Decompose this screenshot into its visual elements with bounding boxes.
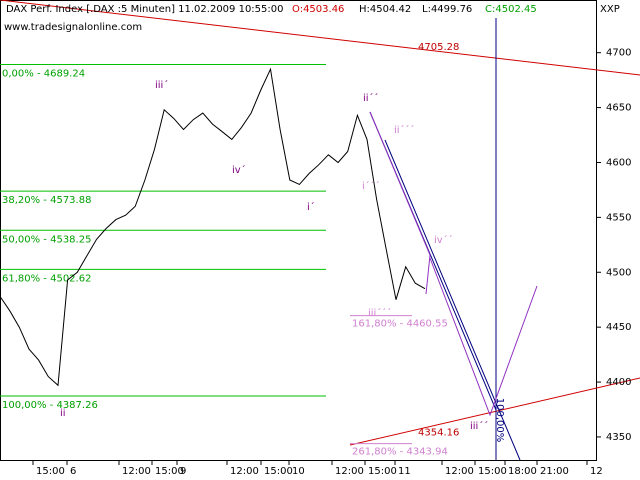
fib-label: 38,20% - 4573.88	[2, 195, 91, 206]
wave-label: iii´	[155, 79, 168, 91]
fib-label: 100,00% - 4387.26	[2, 400, 98, 411]
x-tick-label: 12	[590, 466, 603, 477]
wave-label: ii´´´	[394, 124, 415, 136]
corner-label: XXP	[600, 4, 620, 15]
y-tick-label: 4450	[606, 322, 631, 333]
projection-line	[369, 111, 431, 295]
x-tick-label: 12:00	[122, 466, 151, 477]
x-tick-label: 18:00	[508, 466, 537, 477]
wave-label: iii´´´	[368, 307, 391, 319]
trend-label: 4354.16	[418, 427, 459, 438]
extension-label: 261,80% - 4343.94	[352, 447, 448, 458]
y-tick-label: 4550	[606, 212, 631, 223]
x-tick-label: 15:00	[36, 466, 65, 477]
projection-line	[429, 257, 538, 417]
subtitle: www.tradesignalonline.com	[4, 22, 142, 33]
x-tick-label: 15:00	[155, 466, 184, 477]
wave-label: iii´´	[470, 420, 488, 432]
ohlc-open: O:4503.46	[292, 4, 344, 15]
wave-label: i´	[307, 201, 315, 213]
x-tick-label: 21:00	[540, 466, 569, 477]
y-tick-label: 4600	[606, 157, 631, 168]
chart-title: DAX Perf. Index [.DAX :5 Minuten] 11.02.…	[6, 4, 284, 15]
extension-label: 161,80% - 4460.55	[352, 319, 448, 330]
fib-label: 50,00% - 4538.25	[2, 234, 91, 245]
wave-label: ii´´	[363, 92, 379, 104]
y-tick-label: 4650	[606, 103, 631, 114]
x-tick-label: 6	[70, 466, 76, 477]
x-tick-label: 11	[398, 466, 411, 477]
vertical-label: 100,00%	[494, 398, 505, 443]
trend-line	[349, 377, 640, 446]
y-tick-label: 4500	[606, 267, 631, 278]
wave-label: iv´	[232, 164, 246, 176]
y-tick-label: 4350	[606, 432, 631, 443]
ohlc-close: C:4502.45	[485, 4, 537, 15]
ohlc-low: L:4499.76	[422, 4, 472, 15]
fib-label: 0,00% - 4689.24	[2, 69, 85, 80]
x-tick-label: 15:00	[368, 466, 397, 477]
price-line	[0, 67, 426, 387]
wave-label: ii	[60, 408, 66, 419]
x-tick-label: 12:00	[335, 466, 364, 477]
trend-line	[0, 0, 640, 76]
x-tick-label: 15:00	[264, 466, 293, 477]
wave-label: i´´´	[362, 180, 380, 192]
x-tick-label: 15:00	[478, 466, 507, 477]
x-tick-label: 12:00	[230, 466, 259, 477]
projection-line	[384, 139, 521, 461]
x-tick-label: 10	[292, 466, 305, 477]
wave-label: iv´´	[434, 234, 453, 246]
ohlc-high: H:4504.42	[359, 4, 411, 15]
x-tick-label: 9	[180, 466, 186, 477]
fib-label: 61,80% - 4502.62	[2, 273, 91, 284]
trend-label: 4705.28	[418, 42, 459, 53]
y-tick-label: 4400	[606, 377, 631, 388]
x-tick-label: 12:00	[445, 466, 474, 477]
y-tick-label: 4700	[606, 48, 631, 59]
